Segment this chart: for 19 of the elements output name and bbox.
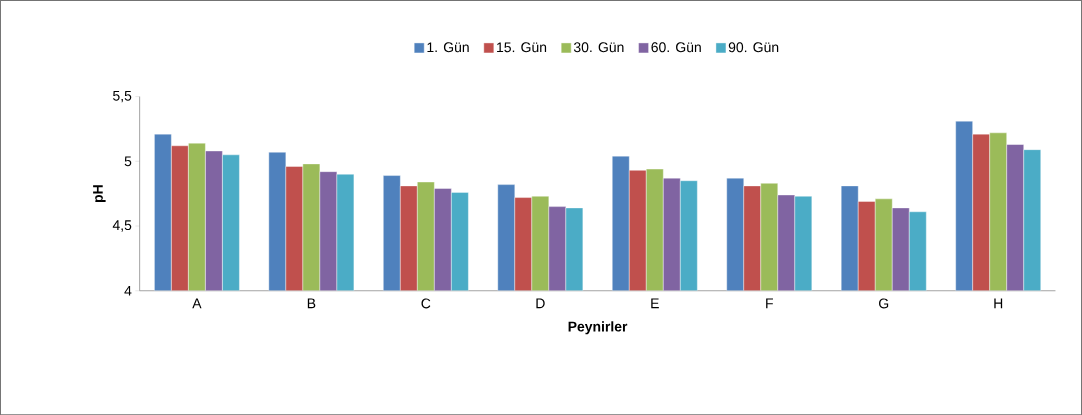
- y-tick-label: 5,5: [113, 90, 132, 103]
- x-tick-label: B: [307, 298, 316, 308]
- legend-label: 90. Gün: [728, 42, 779, 53]
- x-tick-label: A: [192, 298, 202, 308]
- x-axis-title: Peynirler: [568, 321, 628, 335]
- legend-label: 60. Gün: [651, 42, 701, 53]
- x-tick-label: C: [421, 298, 431, 309]
- x-tick-label: E: [651, 298, 659, 308]
- legend-label: 15. Gün: [497, 42, 547, 53]
- y-tick-label: 5: [124, 156, 132, 166]
- legend-label: 1. Gün: [427, 42, 469, 53]
- y-tick-label: 4,5: [112, 220, 132, 232]
- x-tick-label: F: [766, 298, 773, 308]
- x-tick-label: G: [879, 298, 889, 309]
- x-tick-label: H: [994, 298, 1003, 308]
- y-axis-title: pH: [93, 185, 106, 202]
- legend-label: 30. Gün: [573, 42, 624, 53]
- y-tick-label: 4: [124, 285, 132, 296]
- x-tick-label: D: [536, 298, 545, 308]
